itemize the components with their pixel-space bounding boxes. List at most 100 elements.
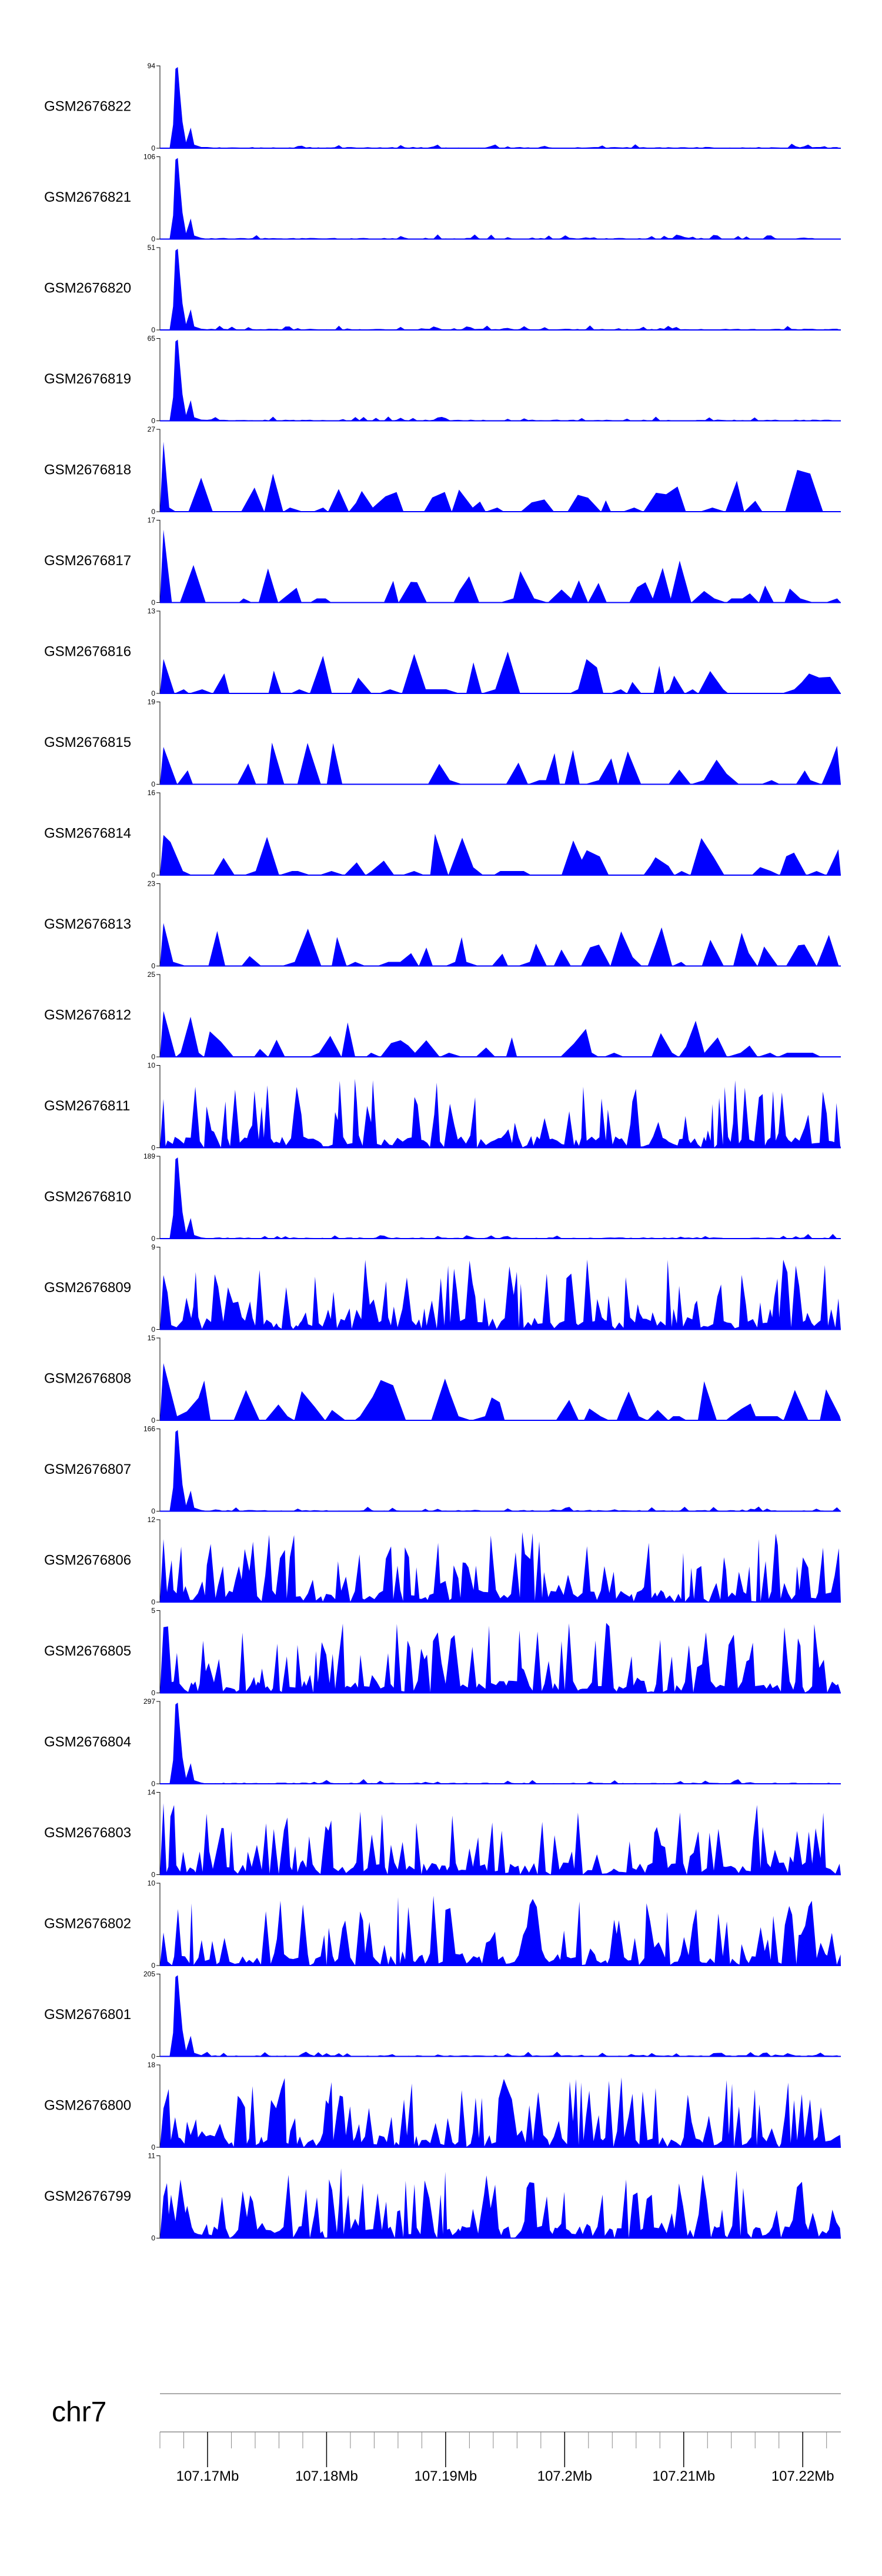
y-min-label: 0 (151, 2053, 155, 2061)
track: GSM2676803 14 0 (44, 1788, 841, 1879)
track-name: GSM2676811 (44, 1098, 130, 1114)
y-min-label: 0 (151, 962, 155, 970)
y-max-label: 12 (148, 1516, 156, 1524)
y-max-label: 10 (148, 1062, 156, 1070)
x-tick-label: 107.21Mb (652, 2468, 715, 2484)
y-axis (156, 1701, 161, 1784)
chromosome-label: chr7 (52, 2397, 106, 2428)
y-max-label: 17 (148, 516, 156, 525)
track-name: GSM2676802 (44, 1916, 131, 1931)
y-min-label: 0 (151, 1234, 155, 1243)
track: GSM2676811 10 0 (44, 1062, 841, 1152)
y-axis (156, 1065, 161, 1148)
track: GSM2676822 94 0 (44, 62, 841, 152)
y-max-label: 27 (148, 425, 156, 433)
signal-area (160, 249, 841, 330)
genome-ruler: chr7 107.17Mb 107.18Mb 107.19Mb 107.2Mb 107.… (52, 2393, 841, 2484)
signal-area (160, 339, 841, 421)
y-min-label: 0 (151, 1598, 155, 1606)
y-axis (156, 338, 161, 421)
x-tick-label: 107.18Mb (295, 2468, 358, 2484)
track-name: GSM2676804 (44, 1734, 131, 1750)
y-axis (156, 65, 161, 149)
signal-area (160, 833, 841, 875)
track-name: GSM2676806 (44, 1552, 131, 1568)
y-axis (156, 1610, 161, 1693)
track: GSM2676807 166 0 (44, 1425, 841, 1516)
track: GSM2676806 12 0 (44, 1516, 841, 1606)
y-max-label: 189 (143, 1152, 155, 1160)
track-name: GSM2676805 (44, 1643, 131, 1659)
y-max-label: 65 (148, 335, 156, 343)
y-axis (156, 1974, 161, 2057)
y-axis (156, 1247, 161, 1330)
track: GSM2676820 51 0 (44, 243, 841, 334)
track-name: GSM2676800 (44, 2097, 131, 2113)
track-name: GSM2676820 (44, 280, 131, 296)
y-min-label: 0 (151, 1780, 155, 1788)
track: GSM2676821 106 0 (44, 153, 841, 243)
track: GSM2676800 18 0 (44, 2061, 841, 2151)
y-max-label: 14 (148, 1788, 156, 1797)
y-max-label: 13 (148, 607, 156, 615)
y-max-label: 23 (148, 880, 156, 888)
x-tick-label: 107.19Mb (414, 2468, 477, 2484)
y-min-label: 0 (151, 1871, 155, 1879)
y-max-label: 16 (148, 789, 156, 797)
y-min-label: 0 (151, 2234, 155, 2243)
y-min-label: 0 (151, 235, 155, 243)
y-axis (156, 883, 161, 966)
track-name: GSM2676819 (44, 371, 131, 387)
y-min-label: 0 (151, 1961, 155, 1970)
track: GSM2676813 23 0 (44, 880, 841, 970)
signal-area (160, 1703, 841, 1784)
y-axis (156, 1429, 161, 1511)
signal-area (160, 2168, 841, 2238)
y-max-label: 18 (148, 2061, 156, 2069)
track-name: GSM2676814 (44, 825, 131, 841)
signal-area (160, 742, 841, 785)
y-min-label: 0 (151, 417, 155, 425)
y-min-label: 0 (151, 1053, 155, 1061)
signal-area (160, 1430, 841, 1511)
track-name: GSM2676815 (44, 735, 131, 750)
track: GSM2676804 297 0 (44, 1697, 841, 1788)
y-max-label: 94 (148, 62, 156, 70)
y-max-label: 9 (151, 1243, 155, 1252)
y-max-label: 10 (148, 1879, 156, 1887)
x-tick-label: 107.22Mb (771, 2468, 834, 2484)
y-min-label: 0 (151, 780, 155, 789)
y-max-label: 5 (151, 1607, 155, 1615)
y-axis (156, 247, 161, 331)
signal-area (160, 442, 841, 512)
y-min-label: 0 (151, 144, 155, 152)
y-max-label: 25 (148, 970, 156, 979)
y-min-label: 0 (151, 1689, 155, 1697)
y-axis (156, 610, 161, 694)
y-max-label: 15 (148, 1334, 156, 1342)
y-max-label: 19 (148, 698, 156, 706)
track: GSM2676819 65 0 (44, 335, 841, 425)
track-name: GSM2676803 (44, 1825, 131, 1841)
y-max-label: 51 (148, 243, 156, 252)
track: GSM2676805 5 0 (44, 1607, 841, 1697)
y-max-label: 205 (143, 1970, 155, 1978)
track-name: GSM2676813 (44, 916, 131, 932)
y-min-label: 0 (151, 1326, 155, 1334)
track-name: GSM2676818 (44, 462, 131, 478)
track-name: GSM2676810 (44, 1189, 131, 1204)
y-min-label: 0 (151, 326, 155, 334)
track: GSM2676808 15 0 (44, 1334, 841, 1424)
track-name: GSM2676807 (44, 1461, 131, 1477)
track-name: GSM2676808 (44, 1370, 131, 1386)
signal-area (160, 923, 841, 966)
y-axis (156, 974, 161, 1057)
track-name: GSM2676816 (44, 643, 131, 659)
y-min-label: 0 (151, 1416, 155, 1424)
y-axis (156, 429, 161, 512)
y-min-label: 0 (151, 2143, 155, 2151)
x-tick-label: 107.2Mb (537, 2468, 592, 2484)
y-axis (156, 156, 161, 239)
signal-area (160, 1803, 841, 1875)
